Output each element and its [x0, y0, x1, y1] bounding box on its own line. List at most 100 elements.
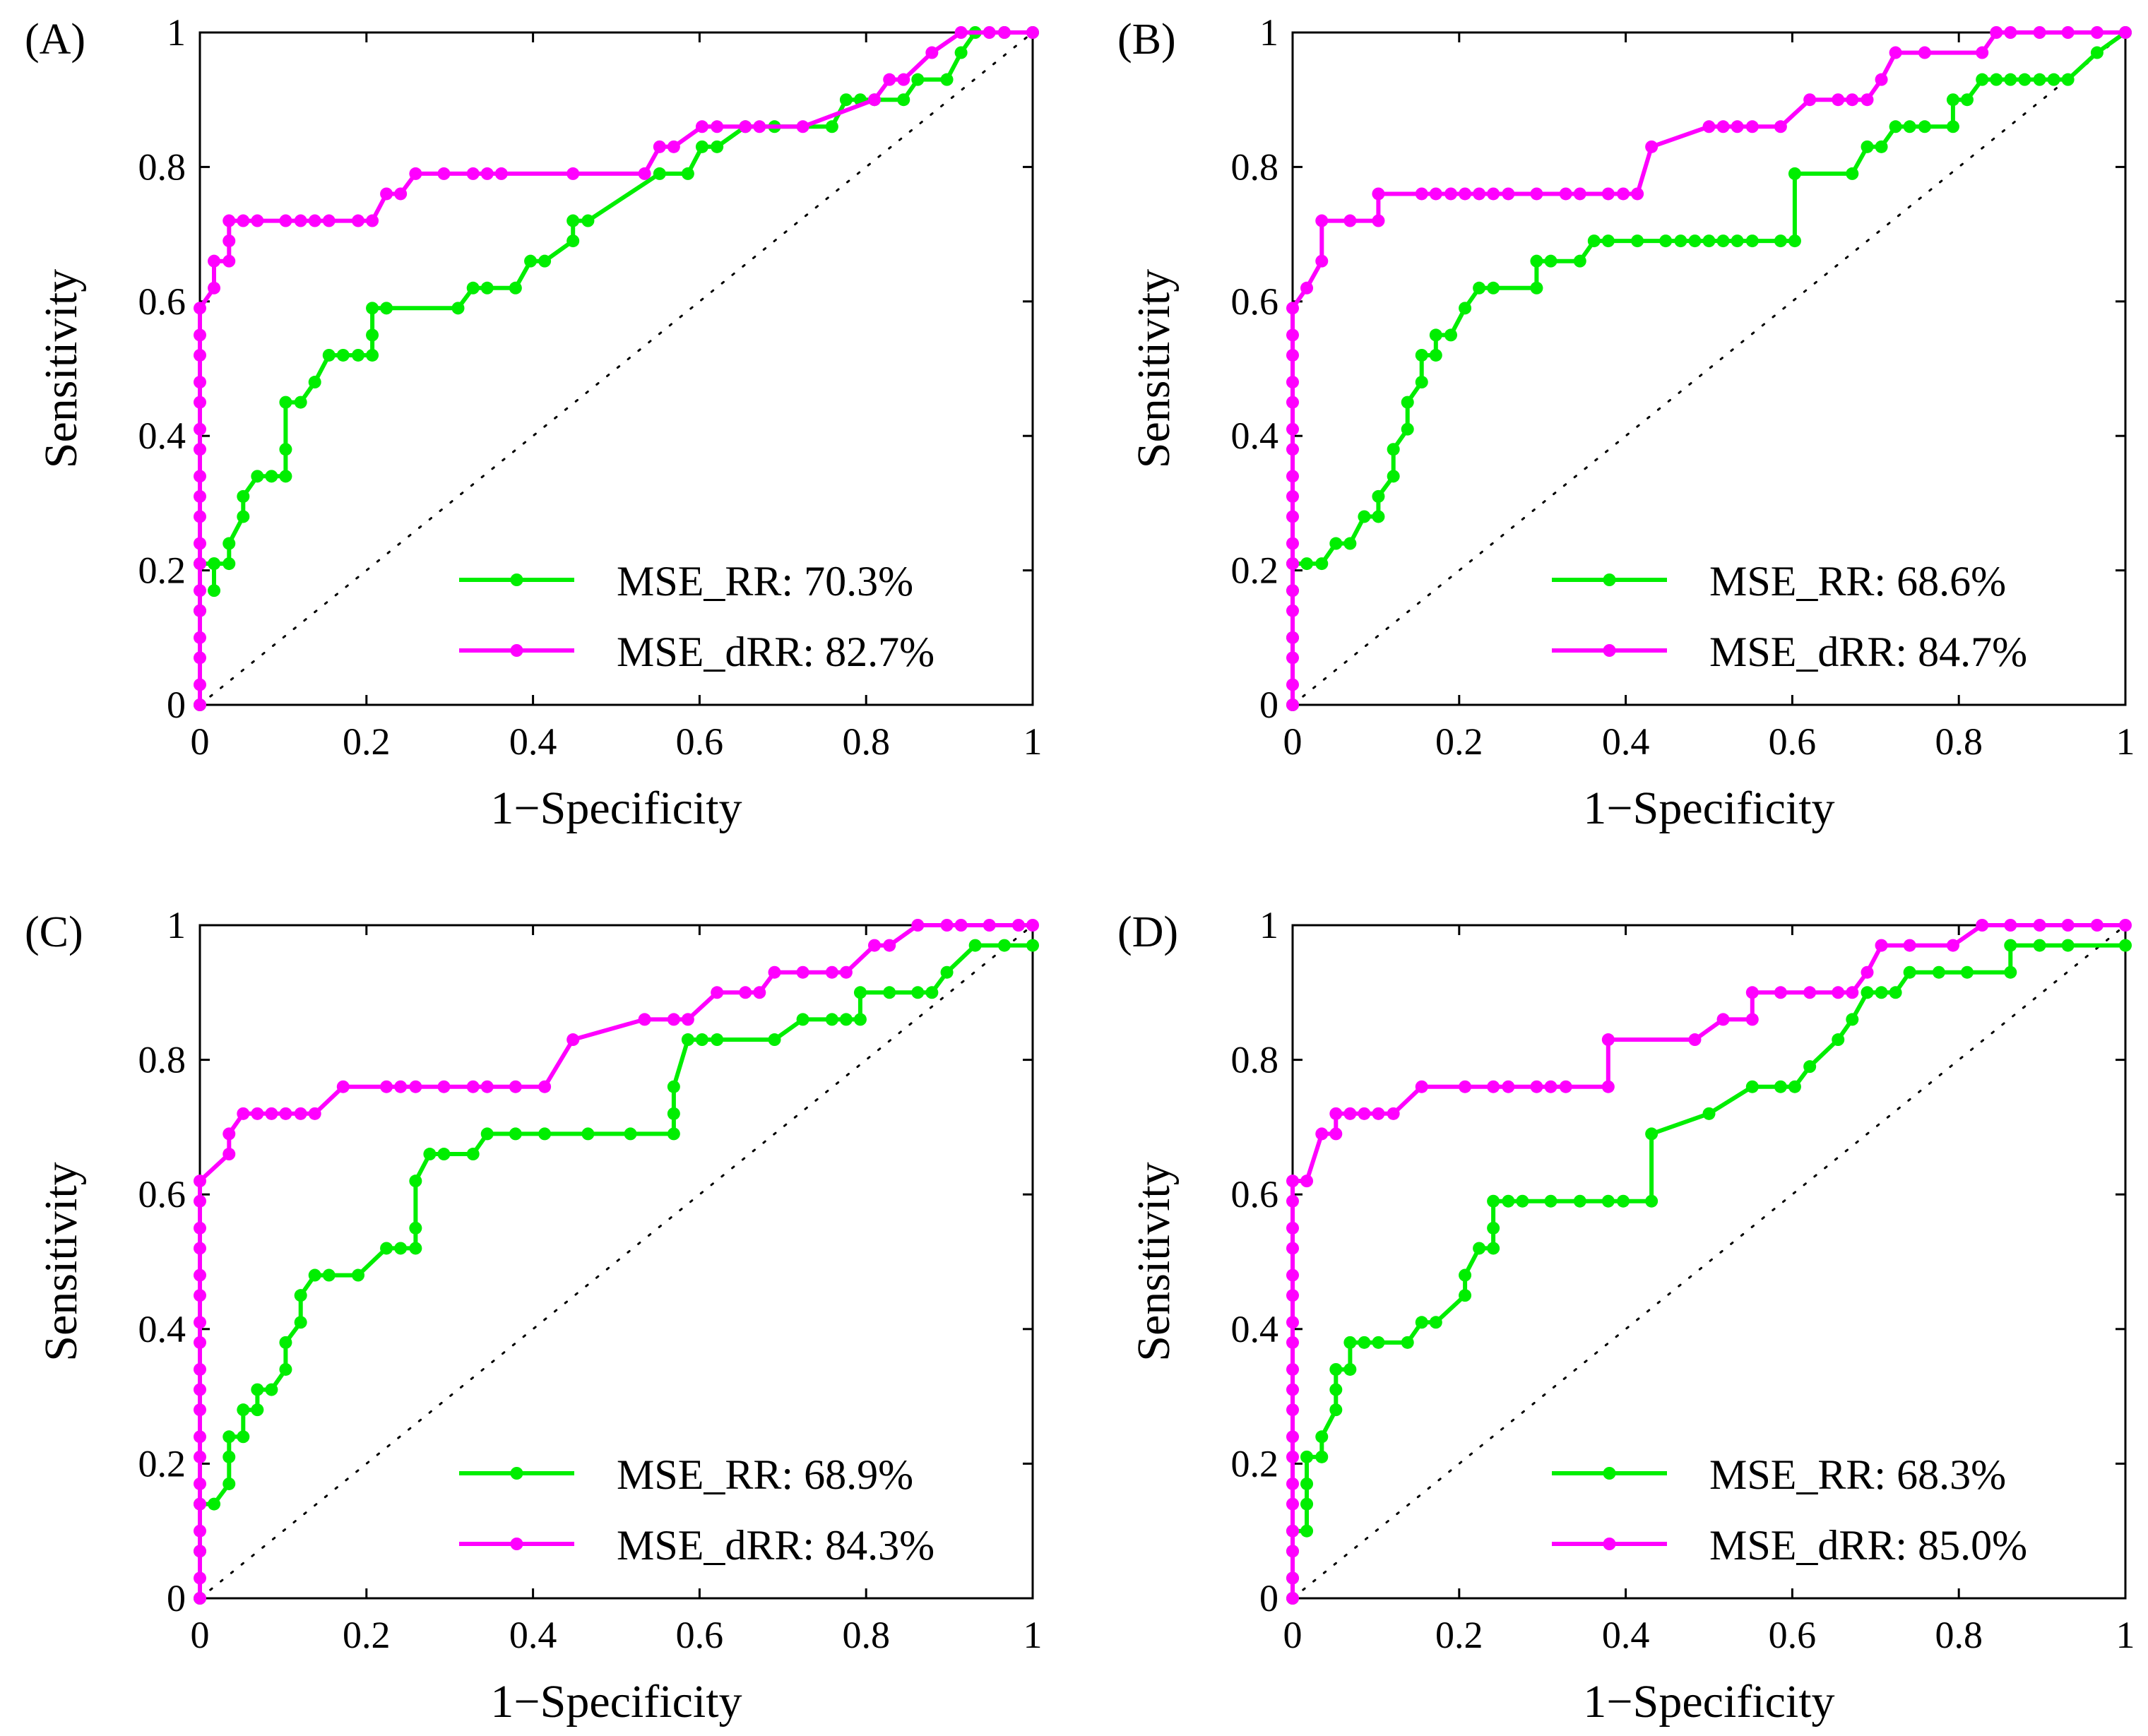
roc-point — [1645, 1194, 1659, 1208]
roc-point — [437, 167, 451, 180]
roc-point — [2119, 919, 2132, 932]
roc-point — [1286, 698, 1299, 711]
roc-point — [1788, 167, 1801, 180]
roc-point — [925, 986, 939, 999]
roc-point — [1372, 489, 1385, 503]
legend-entry: MSE_dRR: 85.0% — [1709, 1522, 2027, 1569]
roc-point — [1530, 281, 1543, 295]
roc-point — [265, 1107, 278, 1120]
roc-point — [265, 1383, 278, 1396]
roc-point — [194, 631, 206, 644]
roc-point — [681, 167, 694, 180]
x-tick-label: 1 — [2116, 720, 2135, 763]
roc-point — [1459, 1268, 1472, 1282]
roc-point — [768, 1033, 781, 1047]
roc-point — [1286, 422, 1299, 436]
series-mse-rr — [194, 939, 1039, 1605]
roc-point — [1544, 1080, 1557, 1093]
x-tick-label: 0.8 — [1935, 1614, 1983, 1656]
roc-point — [1487, 1242, 1500, 1255]
roc-point — [1487, 1194, 1500, 1208]
legend-marker — [1603, 573, 1616, 586]
roc-point — [380, 1242, 393, 1255]
roc-point — [1530, 254, 1543, 268]
roc-point — [1601, 1033, 1615, 1047]
y-tick-label: 0.4 — [1231, 415, 1279, 457]
x-tick-label: 0.6 — [1769, 1614, 1817, 1656]
y-tick-label: 0.2 — [138, 1442, 186, 1485]
roc-point — [1286, 376, 1299, 389]
series-mse-rr — [1286, 939, 2132, 1605]
legend-marker — [1603, 644, 1616, 657]
roc-point — [2061, 939, 2075, 952]
roc-point — [1487, 281, 1500, 295]
roc-point — [494, 167, 508, 180]
roc-point — [1631, 234, 1644, 248]
roc-point — [883, 73, 896, 86]
roc-point — [1946, 120, 1959, 133]
roc-point — [1286, 396, 1299, 409]
roc-point — [1976, 919, 1989, 932]
roc-point — [308, 214, 321, 227]
roc-point — [409, 1242, 422, 1255]
x-tick-label: 0.6 — [676, 720, 724, 763]
roc-point — [1976, 46, 1989, 59]
roc-point — [1329, 1362, 1343, 1376]
roc-point — [1300, 1477, 1314, 1490]
roc-point — [251, 1403, 264, 1417]
roc-point — [194, 376, 206, 389]
roc-point — [911, 73, 925, 86]
roc-point — [1401, 396, 1414, 409]
roc-point — [566, 1033, 580, 1047]
roc-point — [1861, 986, 1874, 999]
x-tick-label: 1 — [1023, 720, 1043, 763]
roc-point — [394, 1080, 408, 1093]
roc-point — [237, 1107, 250, 1120]
roc-point — [1429, 348, 1442, 362]
roc-point — [222, 557, 236, 571]
roc-point — [208, 1497, 221, 1511]
x-tick-label: 1 — [2116, 1614, 2135, 1656]
roc-point — [566, 167, 580, 180]
roc-point — [222, 1450, 236, 1463]
roc-point — [194, 1592, 206, 1605]
roc-point — [1329, 537, 1343, 550]
roc-point — [322, 348, 336, 362]
roc-point — [1387, 443, 1400, 456]
roc-point — [1960, 965, 1974, 979]
roc-point — [1990, 73, 2003, 86]
roc-point — [1286, 302, 1299, 315]
roc-point — [1286, 1497, 1299, 1511]
roc-point — [667, 1080, 680, 1093]
roc-panel-a: 00 0.2 0.2 0.4 0.4 0.6 0.6 0.8 0.8 1 1 1−Specificit… — [25, 11, 1043, 834]
roc-point — [1631, 187, 1644, 201]
roc-point — [1459, 1080, 1472, 1093]
roc-point — [194, 1545, 206, 1558]
roc-point — [2047, 73, 2060, 86]
roc-point — [294, 214, 307, 227]
roc-point — [279, 214, 292, 227]
roc-point — [1315, 1127, 1329, 1141]
roc-point — [509, 1127, 522, 1141]
roc-point — [1731, 234, 1744, 248]
roc-point — [1286, 1289, 1299, 1302]
roc-point — [1832, 93, 1845, 107]
roc-point — [1300, 1450, 1314, 1463]
roc-point — [968, 939, 982, 952]
roc-point — [1846, 1013, 1859, 1026]
roc-point — [1774, 234, 1787, 248]
roc-point — [294, 1316, 307, 1329]
roc-point — [1502, 1080, 1515, 1093]
roc-point — [983, 919, 996, 932]
roc-curve — [1290, 30, 2127, 705]
series-mse-drr — [194, 919, 1039, 1605]
y-tick-label: 0.8 — [138, 1039, 186, 1081]
roc-point — [1415, 1316, 1428, 1329]
roc-point — [1946, 93, 1959, 107]
x-tick-label: 0.2 — [1435, 720, 1483, 763]
roc-point — [1516, 1194, 1529, 1208]
x-axis-label: 1−Specificity — [490, 1676, 742, 1728]
panel-label: (D) — [1117, 908, 1178, 956]
roc-point — [1315, 254, 1329, 268]
y-tick-label: 0 — [167, 1577, 186, 1619]
